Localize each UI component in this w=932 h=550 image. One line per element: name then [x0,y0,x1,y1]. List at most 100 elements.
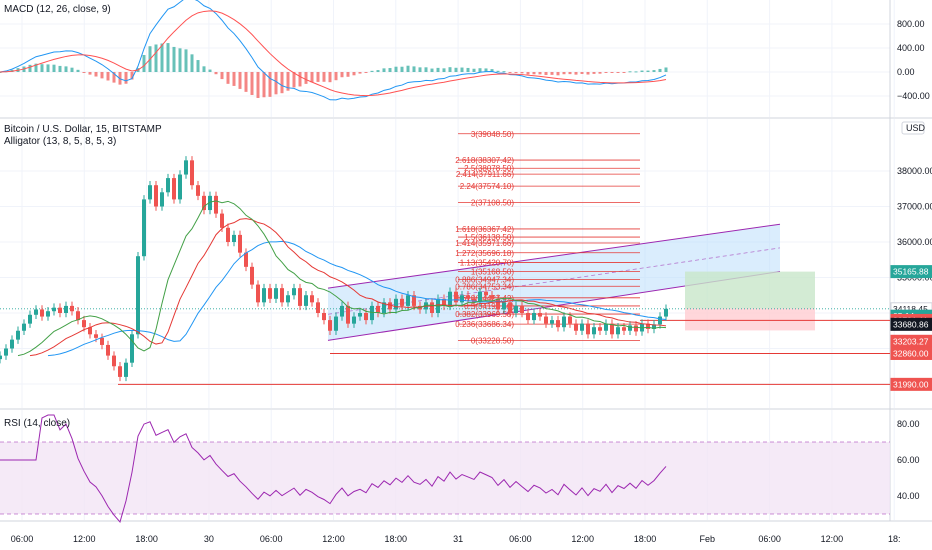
macd-histogram-bar [40,64,44,72]
price-tag [890,317,932,331]
fib-level-label: 0(33228.50) [471,336,514,345]
candle-body [568,316,572,324]
macd-histogram-bar [538,72,542,75]
macd-histogram-bar [664,67,668,72]
candle-body [358,313,362,317]
macd-histogram-bar [202,66,206,72]
candle-body [622,327,626,331]
candle-body [76,311,80,321]
macd-histogram-bar [604,72,608,73]
candle-body [10,339,14,349]
macd-tick-label: 800.00 [897,19,925,29]
macd-histogram-bar [454,67,458,72]
macd-histogram-bar [430,68,434,72]
macd-histogram-bar [628,71,632,73]
candle-body [574,323,578,331]
macd-histogram-bar [130,72,134,80]
candle-body [70,305,74,312]
macd-histogram-bar [532,72,536,75]
indicator-title[interactable]: Alligator (13, 8, 5, 8, 5, 3) [4,136,117,147]
macd-histogram-bar [562,72,566,75]
price-tag-label: 34118.45 [893,304,928,314]
macd-histogram-bar [406,65,410,72]
macd-histogram-bar [616,72,620,73]
macd-histogram-bar [502,71,506,73]
macd-histogram-bar [388,68,392,72]
candle-body [232,234,236,242]
macd-histogram-bar [94,72,98,77]
candle-body [16,330,20,340]
candle-body [310,295,314,303]
candle-body [244,252,248,267]
macd-histogram-bar [580,72,584,74]
candle-body [268,288,272,299]
candle-body [502,302,506,310]
candle-body [292,288,296,296]
macd-histogram-bar [370,70,374,72]
time-tick-label: 06:00 [260,534,283,544]
macd-histogram-bar [286,72,290,91]
fib-level-label: 0.5(34198.50) [464,302,514,311]
candle-body [118,366,122,377]
candle-body [514,305,518,313]
macd-histogram-bar [544,72,548,76]
time-tick-label: 06:00 [11,534,34,544]
rsi-tick-label: 80.00 [897,419,920,429]
macd-histogram-bar [340,72,344,78]
candle-body [520,305,524,313]
candle-body [442,298,446,306]
macd-histogram-bar [346,72,350,77]
candle-body [28,314,32,324]
macd-histogram-bar [550,72,554,75]
macd-signal-line [0,10,667,97]
macd-histogram-bar [400,66,404,72]
candle-body [454,291,458,303]
macd-histogram-bar [226,72,230,84]
macd-histogram-bar [292,72,296,88]
time-tick-label: 06:00 [509,534,532,544]
macd-histogram-bar [262,72,266,98]
macd-histogram-bar [112,72,116,83]
candle-body [220,213,224,228]
candle-body [646,323,650,329]
candle-body [598,327,602,331]
macd-histogram-bar [556,72,560,76]
candle-body [214,195,218,214]
macd-histogram-bar [232,72,236,86]
candle-body [334,316,338,331]
macd-histogram-bar [178,48,182,72]
fib-level-label: 2.24(37574.10) [460,182,515,191]
time-tick-label: 18: [888,534,901,544]
candle-body [616,327,620,335]
candle-body [34,309,38,315]
candle-body [298,288,302,306]
time-tick-label: 18:00 [634,534,657,544]
fib-level-label: 1.618(36367.42) [455,225,514,234]
candle-body [112,355,116,367]
symbol-title[interactable]: Bitcoin / U.S. Dollar, 15, BITSTAMP [4,124,162,135]
candle-body [652,324,656,329]
fib-level-label: 1.13(35420.70) [460,259,515,268]
candle-body [634,325,638,332]
time-tick-label: 18:00 [385,534,408,544]
macd-histogram-bar [244,72,248,92]
macd-histogram-bar [622,72,626,73]
channel-mid-line [327,247,781,315]
macd-histogram-bar [274,72,278,95]
macd-histogram-bar [166,43,170,72]
candle-body [130,334,134,363]
macd-histogram-bar [610,72,614,73]
candle-body [538,313,542,317]
fib-level-label: 1.414(35971.66) [455,239,514,248]
alligator-jaw-line [47,240,667,357]
candle-body [106,344,110,356]
time-tick-label: 12:00 [73,534,96,544]
candle-body [412,295,416,306]
candle-body [82,320,86,328]
macd-histogram-bar [220,72,224,80]
rsi-line [0,414,667,523]
macd-histogram-bar [328,72,332,83]
time-tick-label: 18:00 [135,534,158,544]
macd-histogram-bar [184,49,188,72]
